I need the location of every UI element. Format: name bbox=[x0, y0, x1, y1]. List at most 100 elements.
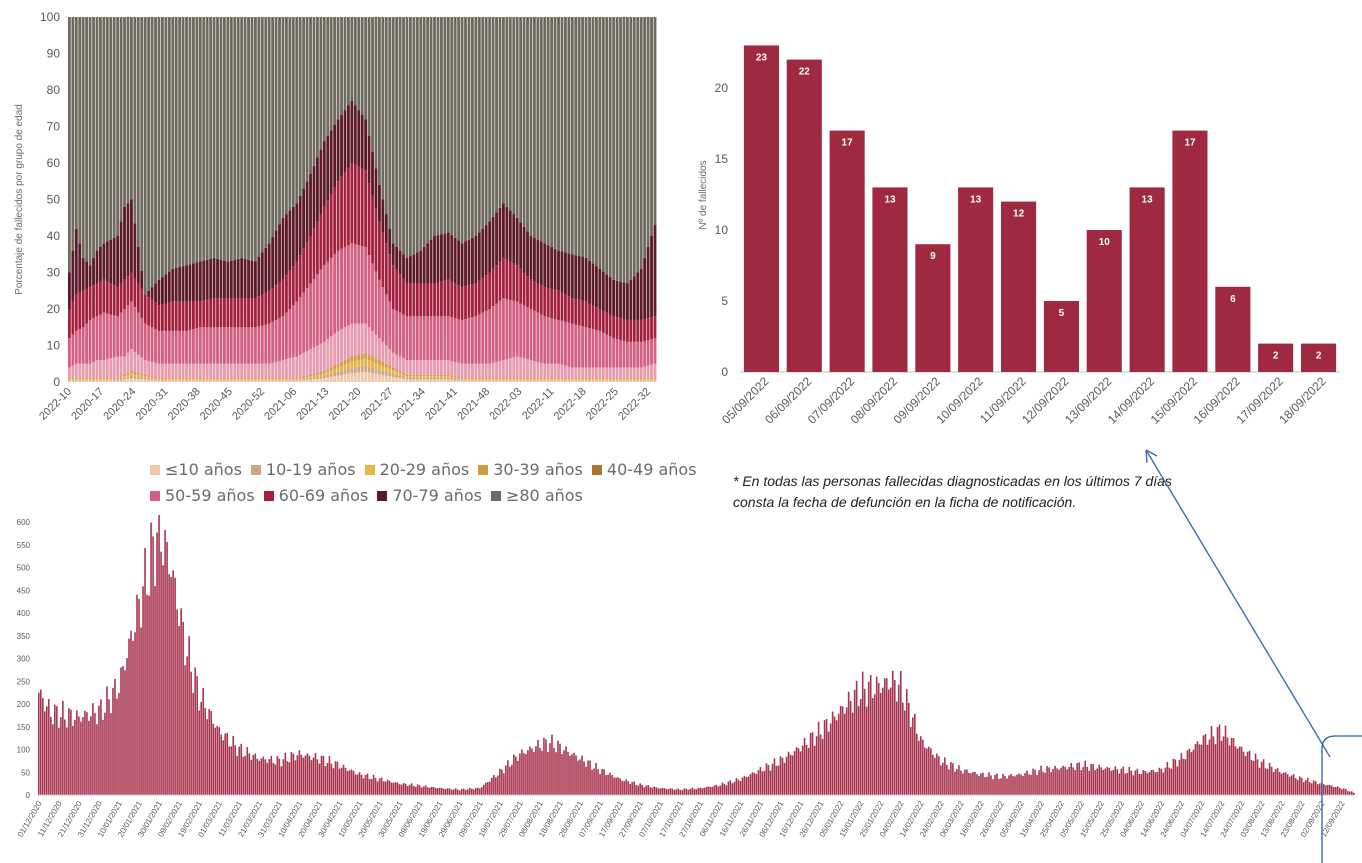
stacked-bar-segment bbox=[491, 362, 495, 379]
daily-bar bbox=[156, 532, 158, 795]
daily-bar bbox=[264, 759, 267, 795]
daily-bar bbox=[140, 627, 142, 795]
daily-bar bbox=[90, 716, 92, 795]
stacked-bar-segment bbox=[136, 374, 140, 377]
stacked-bar-segment bbox=[219, 379, 223, 380]
stacked-bar-segment bbox=[484, 378, 488, 380]
daily-bar bbox=[1156, 771, 1159, 795]
stacked-bar-segment bbox=[533, 281, 536, 311]
stacked-bar-segment bbox=[515, 378, 519, 380]
stacked-bar-segment bbox=[102, 243, 106, 280]
stacked-bar-segment bbox=[171, 380, 175, 382]
stacked-bar-segment bbox=[567, 379, 571, 380]
stacked-bar-segment bbox=[95, 378, 99, 380]
stacked-bar-segment bbox=[474, 380, 478, 382]
daily-bar bbox=[1098, 764, 1101, 795]
stacked-bar-segment bbox=[460, 379, 464, 381]
stacked-bar-segment bbox=[643, 17, 647, 258]
daily-bar bbox=[821, 738, 824, 795]
stacked-bar-segment bbox=[102, 378, 106, 380]
daily-bar bbox=[581, 755, 583, 795]
daily-bar bbox=[577, 760, 579, 795]
stacked-bar-segment bbox=[85, 378, 89, 380]
daily-bar bbox=[1278, 771, 1281, 795]
stacked-bar-segment bbox=[526, 307, 529, 360]
stacked-bar-segment bbox=[302, 17, 306, 189]
stacked-bar-segment bbox=[136, 378, 140, 382]
stacked-bar-segment bbox=[130, 371, 133, 374]
daily-bar bbox=[1034, 769, 1036, 795]
bar-data-label: 13 bbox=[970, 194, 982, 205]
stacked-bar-segment bbox=[612, 279, 616, 317]
stacked-bar-segment bbox=[577, 380, 581, 382]
stacked-bar-segment bbox=[460, 378, 464, 380]
stacked-bar-segment bbox=[236, 298, 240, 328]
stacked-bar-segment bbox=[295, 379, 299, 380]
stacked-bar-segment bbox=[226, 379, 230, 380]
daily-bar bbox=[978, 775, 980, 795]
daily-bar bbox=[1110, 770, 1113, 795]
stacked-bar-segment bbox=[608, 314, 612, 337]
stacked-bar-segment bbox=[240, 327, 244, 364]
stacked-bar-segment bbox=[350, 100, 354, 163]
stacked-bar-segment bbox=[484, 379, 488, 381]
stacked-bar-segment bbox=[260, 363, 264, 379]
stacked-bar-segment bbox=[409, 283, 412, 317]
y-tick-label: 10 bbox=[47, 339, 61, 353]
stacked-bar-segment bbox=[605, 367, 609, 379]
stacked-bar-segment bbox=[99, 246, 102, 282]
stacked-bar-segment bbox=[474, 283, 478, 317]
stacked-bar-segment bbox=[581, 326, 585, 368]
stacked-bar-segment bbox=[198, 379, 202, 381]
daily-bar bbox=[479, 788, 481, 795]
stacked-bar-segment bbox=[150, 376, 154, 378]
stacked-bar-segment bbox=[515, 380, 519, 382]
stacked-bar-segment bbox=[333, 333, 337, 366]
daily-bar bbox=[1116, 769, 1119, 795]
stacked-bar-segment bbox=[436, 17, 440, 236]
daily-bar bbox=[751, 772, 754, 795]
stacked-bar-segment bbox=[223, 260, 226, 299]
stacked-bar-segment bbox=[291, 380, 295, 382]
daily-bar bbox=[719, 785, 722, 795]
y-tick-label: 40 bbox=[47, 229, 61, 243]
stacked-bar-segment bbox=[581, 379, 585, 381]
stacked-bar-segment bbox=[626, 17, 629, 284]
stacked-bar-segment bbox=[264, 292, 268, 325]
daily-bar bbox=[1284, 772, 1287, 795]
daily-bar bbox=[541, 750, 543, 795]
stacked-bar-segment bbox=[288, 17, 292, 211]
stacked-bar-segment bbox=[271, 378, 275, 380]
stacked-bar-segment bbox=[605, 312, 609, 335]
daily-bar bbox=[501, 769, 503, 795]
stacked-bar-segment bbox=[422, 283, 426, 317]
daily-bar bbox=[392, 782, 395, 795]
stacked-bar-segment bbox=[95, 250, 99, 284]
stacked-bar-segment bbox=[116, 17, 120, 236]
daily-bar bbox=[40, 689, 42, 795]
stacked-bar-segment bbox=[371, 195, 374, 264]
stacked-bar-segment bbox=[85, 363, 89, 379]
stacked-bar-segment bbox=[591, 329, 595, 368]
stacked-bar-segment bbox=[181, 17, 185, 267]
daily-bar bbox=[547, 752, 549, 795]
daily-bar bbox=[1280, 773, 1283, 795]
daily-bar bbox=[470, 788, 473, 795]
stacked-bar-segment bbox=[639, 17, 643, 269]
stacked-bar-segment bbox=[188, 363, 192, 379]
daily-bar bbox=[837, 713, 840, 795]
stacked-bar-segment bbox=[491, 306, 495, 363]
daily-bar bbox=[1140, 774, 1143, 795]
stacked-bar-segment bbox=[584, 379, 588, 381]
stacked-bar-segment bbox=[536, 283, 540, 313]
daily-bar bbox=[936, 753, 938, 795]
stacked-bar-segment bbox=[615, 378, 619, 380]
stacked-bar-segment bbox=[412, 379, 416, 382]
stacked-bar-segment bbox=[178, 379, 182, 380]
stacked-bar-segment bbox=[322, 17, 326, 142]
stacked-bar-segment bbox=[250, 17, 254, 261]
daily-bar bbox=[946, 764, 948, 795]
stacked-bar-segment bbox=[374, 17, 378, 169]
daily-bar bbox=[735, 778, 738, 795]
daily-bar bbox=[230, 746, 233, 795]
